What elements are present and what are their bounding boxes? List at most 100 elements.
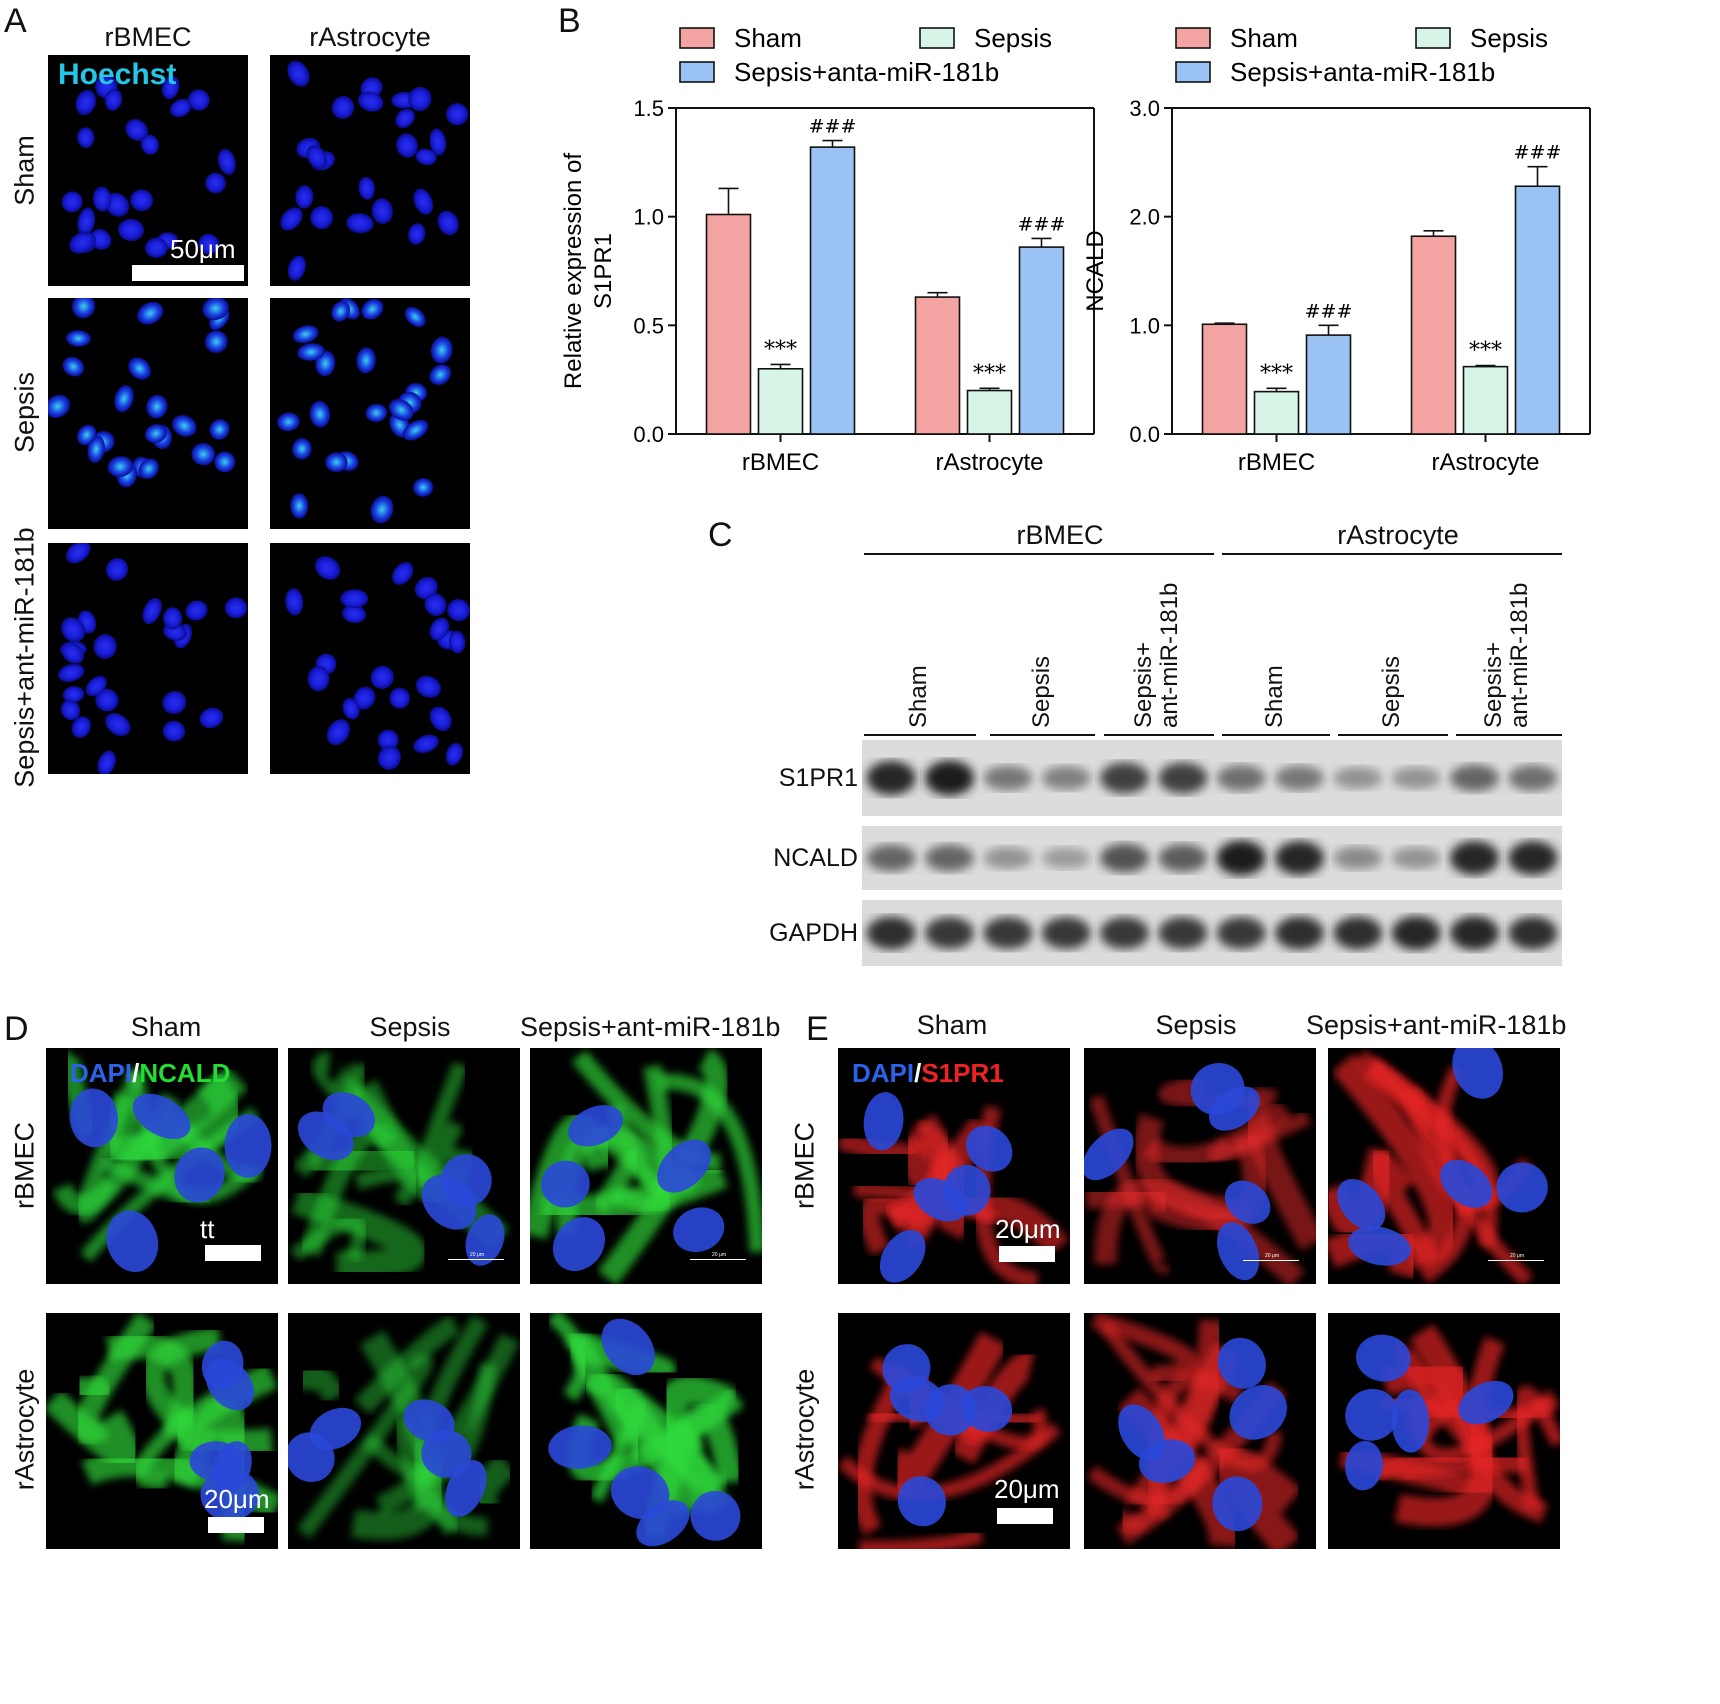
nucleus xyxy=(395,108,415,129)
nucleus xyxy=(214,451,236,473)
y-axis-label: NCALD xyxy=(1082,230,1109,311)
band xyxy=(1216,765,1266,791)
nucleus xyxy=(548,1425,612,1469)
nucleus xyxy=(1190,1062,1245,1116)
nucleus xyxy=(118,218,144,241)
nucleus xyxy=(1337,1179,1386,1231)
nucleus xyxy=(370,665,394,689)
nucleus xyxy=(1217,1337,1266,1389)
nucleus xyxy=(445,742,463,766)
bar xyxy=(914,296,961,435)
nucleus xyxy=(413,734,439,754)
s1pr1-image-rbmec-antmir xyxy=(1328,1048,1560,1284)
nucleus xyxy=(97,750,116,774)
nucleus xyxy=(1345,1388,1399,1441)
band xyxy=(866,844,916,872)
nucleus xyxy=(217,148,236,175)
nucleus xyxy=(392,562,414,585)
nucleus xyxy=(541,1160,590,1208)
lane-label: Sepsis+ xyxy=(1480,641,1507,728)
nucleus xyxy=(48,394,71,418)
band xyxy=(1041,847,1091,869)
nucleus xyxy=(224,597,248,619)
band xyxy=(983,765,1033,791)
panel-e-col-header-antmir: Sepsis+ant-miR-181b xyxy=(1306,1010,1567,1040)
nucleus xyxy=(145,237,168,258)
nucleus xyxy=(377,729,399,751)
nucleus xyxy=(413,188,434,215)
panel-d-col-header-antmir: Sepsis+ant-miR-181b xyxy=(520,1012,781,1042)
band xyxy=(1333,916,1383,950)
nucleus xyxy=(77,424,97,446)
nucleus xyxy=(429,617,450,641)
nucleus xyxy=(358,176,375,200)
y-axis-label: S1PR1 xyxy=(590,233,617,309)
nucleus xyxy=(429,706,452,732)
panel-e-tiny-bar-sepsis xyxy=(1243,1260,1299,1261)
nucleus xyxy=(171,415,197,437)
nucleus xyxy=(356,347,376,374)
nucleus xyxy=(202,298,229,321)
band xyxy=(1391,916,1441,950)
nucleus xyxy=(331,96,355,119)
panel-d-col-header-sham: Sham xyxy=(130,1012,202,1042)
nucleus xyxy=(191,442,216,466)
nucleus xyxy=(447,599,470,622)
band xyxy=(1450,916,1499,950)
panel-d-col-header-sepsis: Sepsis xyxy=(369,1012,451,1042)
nucleus xyxy=(292,438,312,460)
s1pr1-image-rastrocyte-antmir xyxy=(1328,1313,1560,1549)
bar xyxy=(1305,334,1352,435)
bar xyxy=(809,146,856,435)
x-tick-label: rAstrocyte xyxy=(935,449,1043,476)
nucleus xyxy=(879,1229,926,1283)
panel-d-row-header-rastrocyte: rAstrocyte xyxy=(9,1368,40,1491)
nucleus xyxy=(690,1490,741,1541)
nucleus xyxy=(408,86,432,112)
nucleus xyxy=(342,604,367,623)
band-label-ncald: NCALD xyxy=(773,844,858,872)
hoechst-stain-label: Hoechst xyxy=(58,58,177,91)
ncald-image-rastrocyte-sepsis xyxy=(288,1313,520,1549)
band xyxy=(1275,841,1324,875)
nucleus xyxy=(465,1214,505,1266)
band xyxy=(1275,916,1324,950)
cell-body xyxy=(354,1165,419,1208)
nucleus xyxy=(61,617,86,643)
nucleus xyxy=(421,1430,472,1478)
cell-body xyxy=(1394,1324,1498,1527)
cell-body xyxy=(1091,1313,1200,1384)
nucleus xyxy=(601,1318,655,1376)
ncald-image-rbmec-sepsis xyxy=(288,1048,520,1284)
band xyxy=(1041,766,1091,790)
cell-body xyxy=(611,1384,728,1501)
x-tick-label: rBMEC xyxy=(1238,449,1315,476)
band xyxy=(866,761,916,795)
lane-label: Sepsis+ xyxy=(1130,641,1157,728)
nucleus xyxy=(146,394,168,419)
ncald-image-rastrocyte-sham xyxy=(46,1313,278,1549)
nucleus xyxy=(396,133,418,158)
y-tick-label: 2.0 xyxy=(1129,205,1160,230)
nucleus xyxy=(60,699,81,721)
cell-body xyxy=(1208,1110,1312,1164)
hoechst-image-rastrocyte-antmir xyxy=(270,543,470,774)
nucleus xyxy=(353,686,376,710)
nucleus xyxy=(89,229,112,250)
nucleus xyxy=(69,231,96,254)
lane-underline xyxy=(1456,734,1562,736)
nucleus xyxy=(568,1105,624,1147)
lane-underline xyxy=(990,734,1095,736)
bar xyxy=(757,367,804,435)
panel-d-tiny-text-antmir: 20 μm xyxy=(712,1252,726,1258)
y-tick-label: 3.0 xyxy=(1129,96,1160,121)
bar xyxy=(1410,235,1457,435)
nucleus xyxy=(361,298,384,320)
nucleus xyxy=(62,356,85,377)
nucleus xyxy=(863,1092,904,1151)
band xyxy=(1508,916,1558,950)
panel-a-row-header-sepsis: Sepsis xyxy=(9,371,40,454)
nucleus xyxy=(331,301,350,322)
nucleus xyxy=(307,665,330,692)
nucleus xyxy=(1356,1334,1411,1382)
